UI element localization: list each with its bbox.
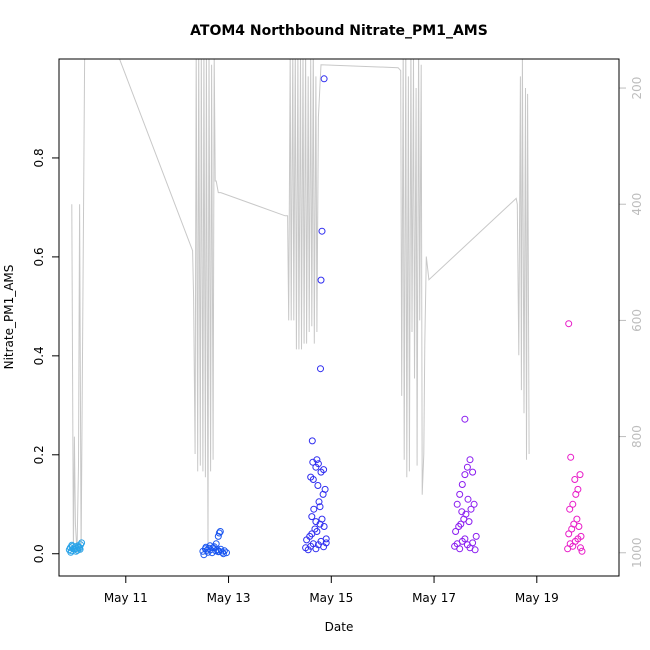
data-point bbox=[565, 320, 573, 328]
data-point bbox=[309, 458, 317, 466]
data-point bbox=[74, 542, 82, 550]
data-point bbox=[318, 227, 326, 235]
series-5 bbox=[564, 320, 586, 555]
series-2 bbox=[199, 528, 230, 559]
y-tick-label: 0.4 bbox=[32, 346, 46, 365]
data-point bbox=[469, 539, 477, 547]
data-point bbox=[467, 505, 475, 513]
data-point bbox=[456, 490, 464, 498]
y-tick-label: 0.8 bbox=[32, 148, 46, 167]
series-4 bbox=[451, 415, 480, 554]
data-point bbox=[321, 485, 329, 493]
right-tick-label: 800 bbox=[630, 425, 644, 448]
data-point bbox=[313, 528, 321, 535]
data-point bbox=[452, 528, 460, 535]
data-point bbox=[317, 365, 324, 373]
altitude-trace-layer bbox=[71, 59, 530, 553]
data-point bbox=[320, 523, 328, 530]
data-point bbox=[308, 513, 316, 521]
data-point bbox=[215, 529, 223, 537]
series-3 bbox=[302, 75, 330, 554]
data-point bbox=[461, 415, 469, 423]
x-tick-label: May 17 bbox=[412, 591, 456, 605]
data-point bbox=[463, 463, 471, 471]
altitude-line bbox=[71, 59, 530, 553]
data-point bbox=[322, 539, 330, 547]
data-point bbox=[578, 547, 586, 555]
y-axis-label: Nitrate_PM1_AMS bbox=[2, 265, 16, 370]
data-point bbox=[314, 482, 322, 489]
series-1 bbox=[65, 539, 86, 556]
data-point bbox=[76, 545, 84, 553]
data-point bbox=[456, 545, 464, 553]
data-point bbox=[315, 498, 323, 506]
data-point bbox=[574, 485, 582, 493]
plot-frame bbox=[58, 58, 620, 577]
right-tick-label: 600 bbox=[630, 309, 644, 332]
data-point bbox=[312, 518, 320, 526]
data-point bbox=[206, 542, 214, 550]
data-point bbox=[220, 547, 228, 555]
data-point bbox=[565, 530, 573, 538]
data-point bbox=[471, 546, 479, 554]
data-point bbox=[576, 471, 584, 479]
data-point bbox=[457, 520, 465, 528]
data-point bbox=[466, 456, 474, 464]
data-point bbox=[320, 466, 328, 474]
data-point bbox=[316, 503, 324, 511]
data-point bbox=[318, 515, 326, 523]
data-point bbox=[215, 547, 223, 555]
x-tick-label: May 13 bbox=[207, 591, 251, 605]
data-point bbox=[470, 500, 478, 508]
data-point bbox=[464, 495, 472, 503]
data-point bbox=[569, 500, 577, 508]
data-point bbox=[208, 549, 216, 557]
data-point bbox=[465, 518, 473, 526]
data-point bbox=[469, 468, 477, 476]
chart-title: ATOM4 Northbound Nitrate_PM1_AMS bbox=[190, 23, 488, 39]
data-point bbox=[461, 471, 469, 479]
data-point bbox=[577, 544, 584, 552]
x-axis-label: Date bbox=[325, 620, 354, 634]
data-point bbox=[310, 505, 318, 513]
data-point bbox=[308, 437, 316, 445]
data-point bbox=[218, 548, 226, 556]
data-point bbox=[573, 515, 581, 523]
data-point bbox=[320, 75, 328, 83]
right-tick-label: 200 bbox=[630, 77, 644, 100]
data-point bbox=[472, 532, 480, 540]
data-point bbox=[571, 476, 579, 483]
y-tick-label: 0.6 bbox=[32, 247, 46, 266]
data-point bbox=[223, 549, 230, 557]
right-tick-label: 1000 bbox=[630, 537, 644, 568]
x-tick-label: May 15 bbox=[309, 591, 353, 605]
data-point bbox=[575, 523, 583, 530]
data-point bbox=[322, 535, 330, 543]
data-point bbox=[567, 453, 575, 461]
data-point bbox=[317, 276, 325, 284]
data-point bbox=[202, 543, 210, 551]
y-tick-label: 0.0 bbox=[32, 544, 46, 563]
data-point bbox=[453, 500, 461, 508]
y-tick-label: 0.2 bbox=[32, 445, 46, 464]
data-point bbox=[309, 476, 317, 483]
data-point bbox=[216, 528, 224, 535]
data-point bbox=[67, 548, 75, 556]
data-point bbox=[458, 508, 466, 516]
x-tick-label: May 19 bbox=[515, 591, 559, 605]
axes-layer: May 11 May 13 May 15 May 17 May 19 0.0 0.2 0.4 0… bbox=[32, 77, 644, 605]
data-point bbox=[577, 532, 585, 540]
data-point bbox=[461, 535, 469, 543]
data-point bbox=[566, 505, 574, 513]
right-tick-label: 400 bbox=[630, 193, 644, 216]
data-point bbox=[458, 481, 466, 488]
x-tick-label: May 11 bbox=[104, 591, 148, 605]
data-point bbox=[212, 540, 220, 548]
data-points-layer bbox=[65, 75, 586, 559]
